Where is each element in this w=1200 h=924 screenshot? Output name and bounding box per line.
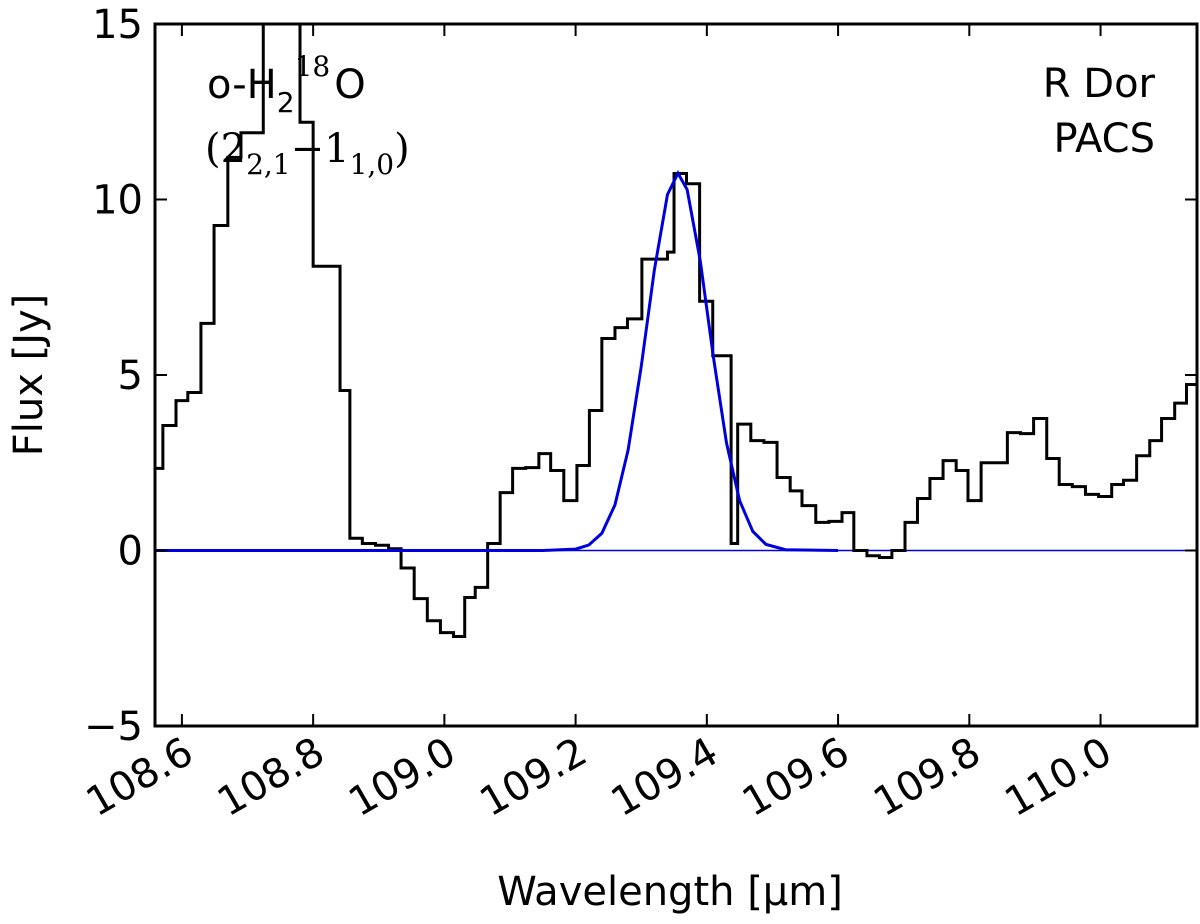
spectrum-step xyxy=(155,24,1197,638)
y-tick-label: −5 xyxy=(84,704,143,750)
source-label: PACS xyxy=(1053,116,1155,162)
x-axis-label: Wavelength [μm] xyxy=(497,869,843,915)
transition-label: (22,1−11,0) xyxy=(205,126,410,181)
transition-sub: 2,1 xyxy=(246,148,291,181)
gaussian-fit xyxy=(155,169,839,552)
y-tick-label: 10 xyxy=(92,178,143,224)
y-axis-label: Flux [Jy] xyxy=(6,294,52,457)
species-label: o-H218 O xyxy=(207,50,366,119)
transition-text: (2 xyxy=(205,126,246,172)
y-tick-label: 15 xyxy=(92,2,143,48)
species-text: O xyxy=(334,62,365,108)
species-text: o-H xyxy=(207,62,277,108)
plot-area xyxy=(155,24,1197,638)
transition-text: ) xyxy=(394,126,410,172)
y-tick-label: 0 xyxy=(118,529,143,575)
species-sup: 18 xyxy=(295,50,331,83)
transition-text: −1 xyxy=(291,126,350,172)
source-label: R Dor xyxy=(1043,61,1156,107)
transition-sub: 1,0 xyxy=(350,148,395,181)
species-sub: 2 xyxy=(277,86,295,119)
y-tick-label: 5 xyxy=(118,353,143,399)
